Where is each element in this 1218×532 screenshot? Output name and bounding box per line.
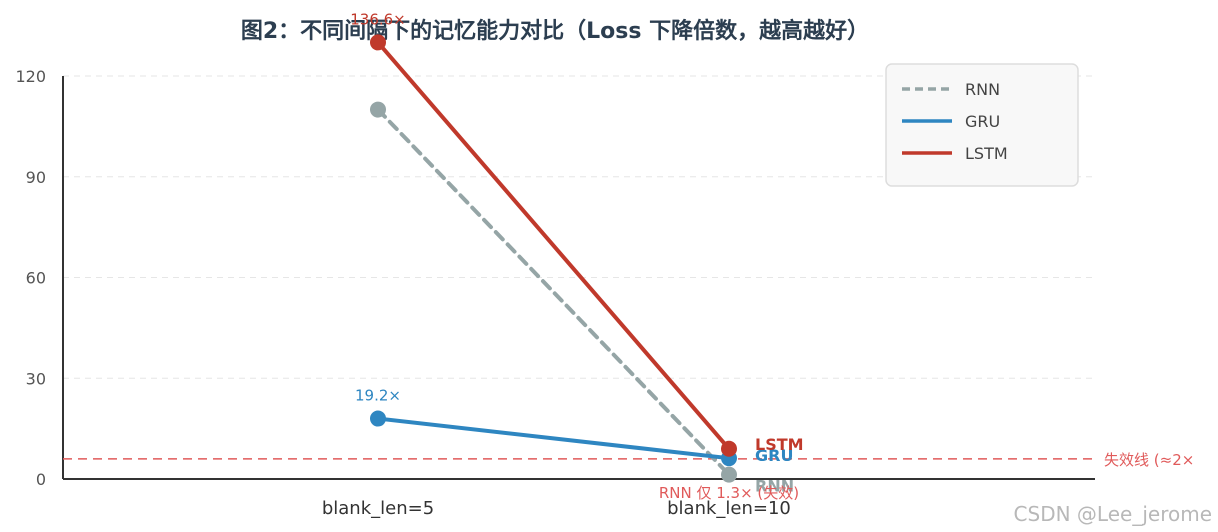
x-tick-label: blank_len=10 [667,498,791,519]
y-tick-label: 90 [26,168,46,187]
series-line-gru [376,416,731,461]
rnn-failure-annotation: RNN 仅 1.3× (失效) [659,484,799,502]
watermark: CSDN @Lee_jerome [1014,502,1212,526]
point-rnn-1 [721,466,737,483]
legend-label-lstm: LSTM [965,144,1008,163]
legend-label-rnn: RNN [965,80,1000,99]
point-rnn-0 [370,101,386,118]
legend-label-gru: GRU [965,112,1000,131]
series-line-rnn [376,107,731,477]
end-label-lstm: LSTM [755,435,804,454]
series-line-lstm [376,40,731,451]
point-gru-0 [370,410,386,427]
chart-title: 图2：不同间隔下的记忆能力对比（Loss 下降倍数，越高越好） [241,18,869,44]
end-label-rnn: RNN [755,477,794,496]
x-axis-ticks: blank_len=5 blank_len=10 [322,498,791,519]
y-tick-label: 60 [26,269,46,288]
y-axis-ticks: 0 30 60 90 120 [15,67,46,489]
y-tick-label: 0 [36,470,46,489]
threshold-label: 失效线 (≈2× [1104,451,1194,469]
x-tick-label: blank_len=5 [322,498,434,519]
legend: RNN GRU LSTM [885,63,1079,187]
series-lines: RNN 19.2× GRU 136.6× LSTM [350,10,803,495]
point-lstm-1 [721,440,737,457]
data-label-lstm: 136.6× [350,10,406,28]
point-lstm-0 [370,34,386,51]
threshold-line: 失效线 (≈2× [63,451,1194,469]
end-label-gru: GRU [755,446,793,465]
legend-box [885,63,1079,187]
data-label-gru: 19.2× [355,387,401,405]
y-tick-label: 30 [26,369,46,388]
y-tick-label: 120 [15,67,46,86]
